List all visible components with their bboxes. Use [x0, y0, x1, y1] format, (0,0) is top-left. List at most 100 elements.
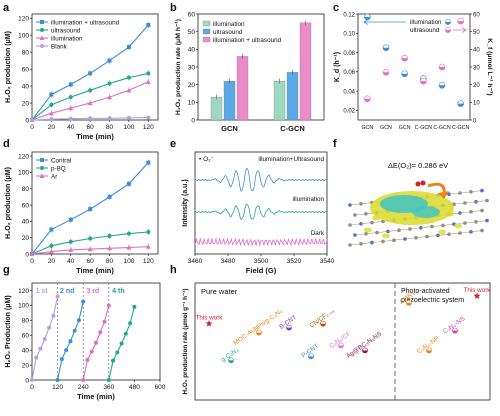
y-tick-label-right: 0 — [473, 118, 477, 124]
legend-swatch-marker — [39, 35, 45, 40]
point-marker — [406, 299, 412, 306]
data-point — [55, 294, 60, 299]
legend-label: illumination + ultrasound — [213, 37, 282, 44]
cycle-label: 1 st — [36, 288, 49, 295]
y-tick-label-left: 0.04 — [343, 89, 355, 95]
y-tick-label: 100 — [18, 303, 29, 310]
y-tick-label: 40 — [22, 347, 30, 354]
data-point — [48, 110, 54, 116]
section-title-line1: Photo-activated — [401, 288, 450, 295]
bond — [426, 235, 439, 237]
spectrum-1 — [194, 203, 328, 221]
marker-fill — [308, 356, 314, 359]
panel-a-chart: 0 20 40 60 80 100 120 0 20 40 60 80 100 120 Time (min)… — [5, 13, 159, 141]
data-point — [115, 350, 120, 355]
data-point — [111, 358, 116, 363]
y-tick-label: 80 — [22, 49, 30, 56]
data-point — [64, 348, 69, 353]
data-point — [126, 181, 131, 186]
bar — [210, 96, 223, 121]
x-tick-label: 3480 — [221, 258, 236, 265]
data-point — [68, 339, 73, 344]
data-point — [132, 304, 137, 309]
panel-label-a: a — [3, 2, 10, 14]
marker-fill — [457, 103, 464, 107]
y-axis-title: H₂O₂ production rate (μM h⁻¹) — [175, 19, 182, 115]
point-marker — [452, 327, 458, 334]
x-tick-label: 40 — [67, 258, 75, 265]
plot-frame — [31, 13, 159, 121]
data-point — [89, 349, 94, 354]
marker-fill — [406, 302, 412, 306]
data-point — [107, 81, 112, 86]
spectrum-label: Dark — [311, 230, 325, 237]
legend-label: ultrasound — [213, 29, 243, 36]
x-tick-label: 3540 — [320, 258, 335, 265]
data-point — [107, 116, 112, 121]
data-point — [126, 115, 131, 120]
data-point — [107, 234, 112, 239]
bond — [354, 233, 367, 236]
atom — [480, 228, 484, 233]
marker-fill — [445, 22, 451, 25]
legend-marker — [445, 19, 451, 25]
data-point — [68, 95, 73, 100]
panel-label-c: c — [333, 2, 339, 14]
point-marker — [256, 329, 262, 336]
bond — [442, 223, 455, 226]
data-point — [51, 313, 56, 318]
density-lobe — [364, 227, 372, 233]
bar — [286, 72, 299, 121]
data-point — [30, 378, 34, 382]
data-point — [55, 378, 60, 382]
y-tick-label-left: 0.02 — [343, 109, 355, 115]
marker-fill — [401, 58, 408, 62]
data-point — [119, 341, 124, 346]
point-label: This work — [464, 287, 492, 294]
point-marker — [362, 347, 368, 354]
data-point — [457, 100, 464, 107]
y-tick-label: 60 — [22, 202, 30, 209]
bond — [475, 220, 488, 223]
panel-h-chart: H₂O₂ production rate (μmol g⁻¹ h⁻¹) Pure … — [182, 282, 492, 401]
y-tick-label: 20 — [188, 82, 196, 89]
bond — [475, 200, 488, 203]
data-point — [107, 58, 112, 63]
panel-c-chart: 0.02 0.04 0.06 0.08 0.10 0.12 0 10 20 30 40 50 60 K_d… — [334, 12, 493, 131]
legend-label: ultrasound — [51, 27, 81, 34]
data-point — [29, 251, 35, 256]
legend-swatch-marker — [40, 28, 44, 32]
x-tick-label: 40 — [67, 124, 75, 131]
data-point — [68, 116, 73, 121]
data-point — [38, 346, 43, 351]
bond — [393, 238, 406, 241]
left-axis-arrow — [363, 19, 406, 25]
y-tick-label-left: 0.06 — [343, 70, 355, 76]
bond — [415, 236, 428, 239]
bond — [464, 201, 477, 204]
right-axis-arrow — [453, 27, 467, 33]
y-tick-label: 30 — [188, 64, 196, 71]
legend-marker — [445, 27, 451, 33]
x-axis-title: Time (min) — [76, 132, 114, 141]
y-tick-label: 10 — [188, 100, 196, 107]
bond — [437, 233, 450, 236]
data-point — [401, 70, 408, 78]
bond — [409, 227, 422, 230]
x-tick-label: 100 — [123, 124, 134, 131]
panel-f-structure: ΔE(O₂)= 0.286 eV — [348, 161, 489, 247]
data-point — [48, 249, 54, 254]
legend-swatch-marker — [40, 20, 44, 24]
panel-label-b: b — [170, 2, 177, 14]
oxygen-atom — [415, 181, 421, 187]
data-point — [59, 357, 64, 362]
data-point — [128, 321, 133, 326]
x-tick-label: 0 — [30, 124, 34, 131]
bar — [273, 80, 286, 121]
y-tick-label: 120 — [18, 153, 29, 160]
bond — [448, 232, 461, 235]
bond — [382, 239, 395, 242]
bar — [299, 22, 312, 121]
panel-g-chart: 0 120 240 360 480 600 0 20 40 60 80 100 120 Time (min… — [5, 282, 166, 401]
